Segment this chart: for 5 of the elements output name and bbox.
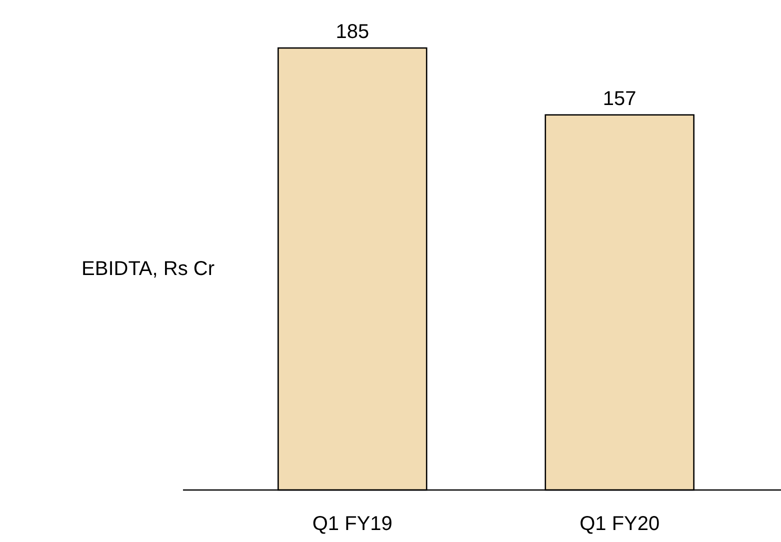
- data-label: 185: [336, 21, 370, 43]
- data-label: 157: [602, 88, 636, 110]
- y-axis-title: EBIDTA, Rs Cr: [82, 258, 215, 280]
- x-tick-label: Q1 FY20: [580, 513, 660, 535]
- x-tick-label: Q1 FY19: [312, 513, 392, 535]
